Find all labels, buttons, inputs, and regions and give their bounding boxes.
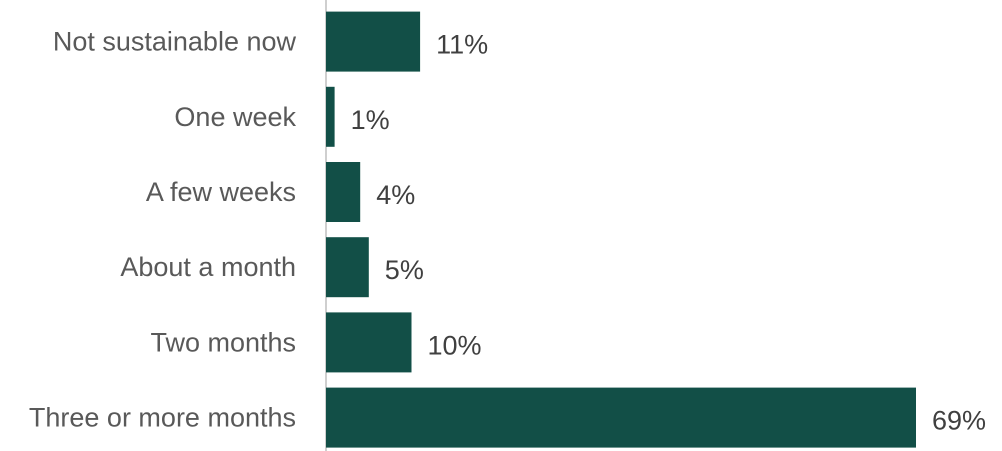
bar-1 (326, 86, 335, 147)
bars-layer (326, 11, 916, 448)
bar-0 (326, 11, 421, 72)
bar-3 (326, 237, 369, 298)
category-label-5: Three or more months (29, 403, 296, 433)
value-label-0: 11% (436, 30, 488, 60)
bar-4 (326, 312, 412, 373)
value-label-5: 69% (932, 406, 986, 436)
category-label-4: Two months (150, 327, 296, 357)
value-label-3: 5% (385, 255, 424, 285)
bar-5 (326, 387, 916, 448)
category-label-0: Not sustainable now (53, 27, 297, 57)
category-label-2: A few weeks (146, 177, 296, 207)
bar-2 (326, 162, 361, 222)
value-labels-layer: 11% 1% 4% 5% 10% 69% (351, 30, 986, 436)
value-label-4: 10% (428, 330, 482, 360)
category-label-1: One week (174, 102, 296, 132)
value-label-2: 4% (376, 180, 415, 210)
value-label-1: 1% (351, 105, 390, 135)
category-labels-layer: Not sustainable now One week A few weeks Ab… (29, 27, 297, 433)
category-label-3: About a month (120, 252, 296, 282)
